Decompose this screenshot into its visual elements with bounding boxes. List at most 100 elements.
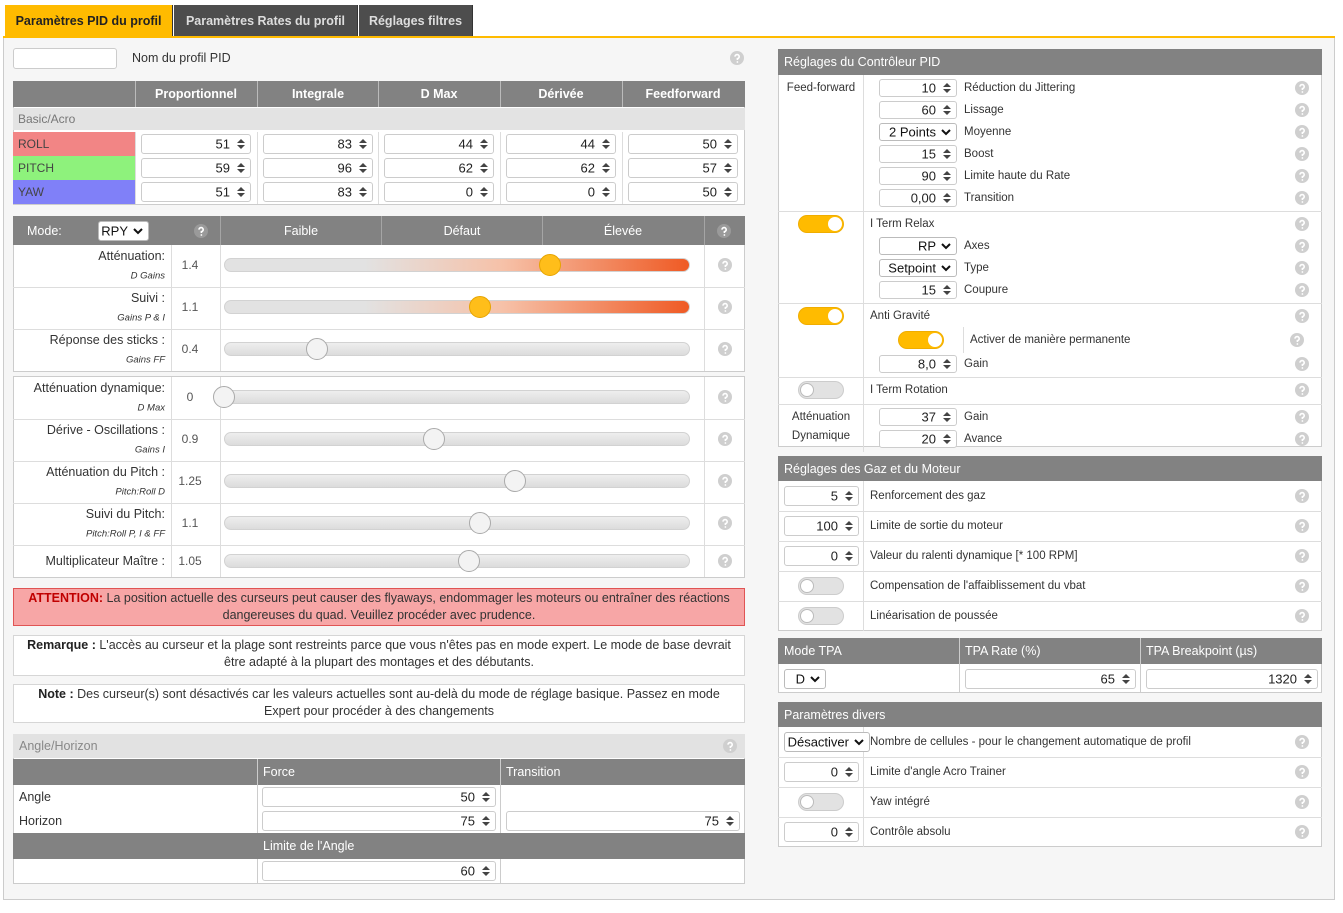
spin-up[interactable] bbox=[482, 816, 490, 820]
select[interactable]: RPY bbox=[98, 221, 149, 241]
number-input[interactable]: 60 bbox=[262, 861, 496, 881]
spin-up[interactable] bbox=[359, 139, 367, 143]
slider-thumb[interactable] bbox=[422, 428, 445, 450]
slider-thumb[interactable] bbox=[306, 338, 329, 360]
number-input[interactable]: 83 bbox=[263, 182, 373, 202]
number-input[interactable]: 75 bbox=[506, 811, 740, 831]
spin-down[interactable] bbox=[845, 527, 853, 531]
spin-down[interactable] bbox=[480, 193, 488, 197]
toggle[interactable] bbox=[798, 793, 844, 811]
number-input[interactable]: 75 bbox=[262, 811, 496, 831]
number-input[interactable]: 60 bbox=[879, 101, 957, 119]
spin-up[interactable] bbox=[237, 139, 245, 143]
spin-up[interactable] bbox=[943, 149, 951, 153]
spin-up[interactable] bbox=[359, 163, 367, 167]
number-input[interactable]: 15 bbox=[879, 145, 957, 163]
number-input[interactable]: 57 bbox=[628, 158, 738, 178]
number-input[interactable]: 96 bbox=[263, 158, 373, 178]
spin-down[interactable] bbox=[482, 798, 490, 802]
spin-up[interactable] bbox=[480, 163, 488, 167]
number-input[interactable]: 51 bbox=[141, 134, 251, 154]
spin-down[interactable] bbox=[480, 169, 488, 173]
toggle[interactable] bbox=[798, 215, 844, 233]
number-input[interactable]: 15 bbox=[879, 281, 957, 299]
spin-up[interactable] bbox=[943, 412, 951, 416]
slider-thumb[interactable] bbox=[539, 254, 562, 276]
slider-thumb[interactable] bbox=[469, 296, 492, 318]
select[interactable]: D bbox=[784, 669, 826, 689]
number-input[interactable]: 0 bbox=[784, 762, 859, 782]
spin-down[interactable] bbox=[943, 199, 951, 203]
spin-down[interactable] bbox=[602, 169, 610, 173]
toggle[interactable] bbox=[898, 331, 944, 349]
spin-down[interactable] bbox=[943, 365, 951, 369]
number-input[interactable]: 1320 bbox=[1146, 669, 1318, 689]
number-input[interactable]: 20 bbox=[879, 430, 957, 448]
spin-down[interactable] bbox=[724, 145, 732, 149]
number-input[interactable]: 50 bbox=[262, 787, 496, 807]
spin-up[interactable] bbox=[943, 171, 951, 175]
spin-down[interactable] bbox=[237, 193, 245, 197]
spin-up[interactable] bbox=[480, 187, 488, 191]
tab[interactable]: Réglages filtres bbox=[359, 5, 473, 36]
spin-down[interactable] bbox=[359, 145, 367, 149]
spin-down[interactable] bbox=[845, 557, 853, 561]
spin-up[interactable] bbox=[359, 187, 367, 191]
spin-up[interactable] bbox=[726, 816, 734, 820]
spin-up[interactable] bbox=[602, 163, 610, 167]
spin-up[interactable] bbox=[845, 491, 853, 495]
spin-up[interactable] bbox=[845, 551, 853, 555]
number-input[interactable]: 0 bbox=[384, 182, 494, 202]
number-input[interactable]: 90 bbox=[879, 167, 957, 185]
spin-up[interactable] bbox=[845, 767, 853, 771]
spin-down[interactable] bbox=[943, 111, 951, 115]
number-input[interactable]: 44 bbox=[506, 134, 616, 154]
select[interactable]: 2 Points bbox=[879, 123, 957, 141]
spin-up[interactable] bbox=[845, 521, 853, 525]
spin-down[interactable] bbox=[845, 833, 853, 837]
spin-up[interactable] bbox=[724, 139, 732, 143]
slider-thumb[interactable] bbox=[457, 550, 480, 572]
tab[interactable]: Paramètres Rates du profil bbox=[174, 5, 358, 36]
spin-down[interactable] bbox=[845, 773, 853, 777]
spin-down[interactable] bbox=[482, 872, 490, 876]
number-input[interactable]: 0,00 bbox=[879, 189, 957, 207]
spin-down[interactable] bbox=[359, 169, 367, 173]
spin-down[interactable] bbox=[602, 145, 610, 149]
number-input[interactable]: 100 bbox=[784, 516, 859, 536]
number-input[interactable]: 50 bbox=[628, 134, 738, 154]
spin-down[interactable] bbox=[1304, 680, 1312, 684]
number-input[interactable]: 5 bbox=[784, 486, 859, 506]
number-input[interactable]: 59 bbox=[141, 158, 251, 178]
spin-down[interactable] bbox=[943, 418, 951, 422]
spin-up[interactable] bbox=[845, 827, 853, 831]
number-input[interactable]: 10 bbox=[879, 79, 957, 97]
spin-up[interactable] bbox=[602, 139, 610, 143]
spin-down[interactable] bbox=[724, 169, 732, 173]
number-input[interactable]: 8,0 bbox=[879, 355, 957, 373]
spin-down[interactable] bbox=[480, 145, 488, 149]
spin-up[interactable] bbox=[237, 163, 245, 167]
spin-up[interactable] bbox=[724, 187, 732, 191]
spin-up[interactable] bbox=[1304, 674, 1312, 678]
slider-thumb[interactable] bbox=[504, 470, 527, 492]
toggle[interactable] bbox=[798, 307, 844, 325]
number-input[interactable]: 0 bbox=[506, 182, 616, 202]
toggle[interactable] bbox=[798, 577, 844, 595]
spin-up[interactable] bbox=[943, 105, 951, 109]
spin-down[interactable] bbox=[943, 89, 951, 93]
slider-thumb[interactable] bbox=[469, 512, 492, 534]
tab[interactable]: Paramètres PID du profil bbox=[5, 5, 173, 36]
number-input[interactable]: 37 bbox=[879, 408, 957, 426]
number-input[interactable]: 0 bbox=[784, 546, 859, 566]
spin-up[interactable] bbox=[943, 434, 951, 438]
number-input[interactable]: 0 bbox=[784, 822, 859, 842]
select[interactable]: RP bbox=[879, 237, 957, 255]
spin-down[interactable] bbox=[359, 193, 367, 197]
spin-up[interactable] bbox=[943, 193, 951, 197]
spin-down[interactable] bbox=[943, 440, 951, 444]
profile-name-input[interactable] bbox=[13, 48, 117, 69]
spin-up[interactable] bbox=[480, 139, 488, 143]
number-input[interactable]: 65 bbox=[965, 669, 1136, 689]
number-input[interactable]: 62 bbox=[506, 158, 616, 178]
